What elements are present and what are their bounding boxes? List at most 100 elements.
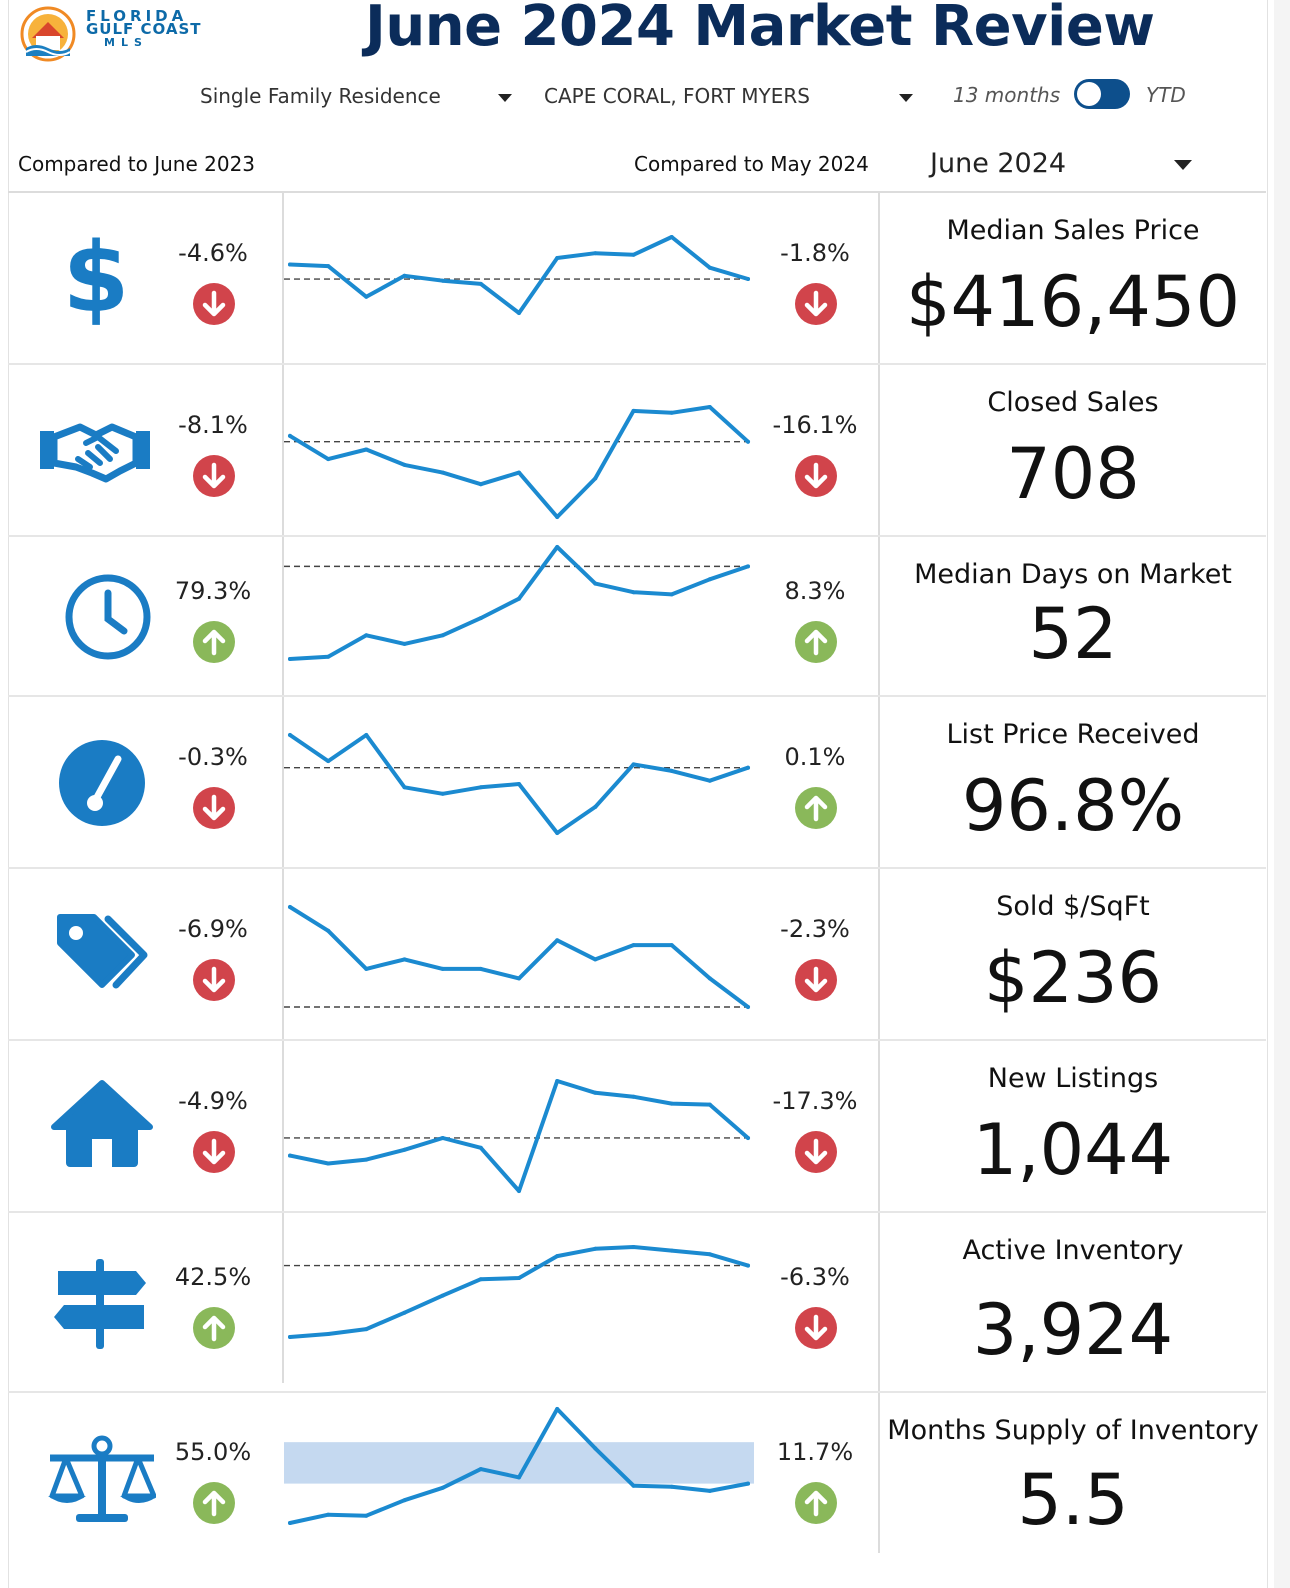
sparkline-point[interactable] — [364, 733, 369, 737]
sparkline-point[interactable] — [593, 804, 598, 809]
sparkline-point[interactable] — [440, 791, 445, 796]
sparkline-point[interactable] — [517, 1475, 521, 1480]
sparkline-point[interactable] — [517, 1276, 521, 1280]
sparkline-point[interactable] — [478, 281, 483, 286]
period-toggle[interactable] — [1074, 79, 1130, 109]
sparkline-point[interactable] — [746, 1263, 750, 1268]
sparkline-point[interactable] — [440, 470, 445, 475]
sparkline-point[interactable] — [707, 405, 712, 409]
sparkline-point[interactable] — [555, 256, 560, 260]
sparkline-point[interactable] — [364, 1513, 369, 1518]
sparkline-point[interactable] — [364, 1327, 369, 1332]
sparkline-point[interactable] — [746, 564, 750, 569]
sparkline-point[interactable] — [746, 277, 750, 281]
sparkline-point[interactable] — [517, 470, 521, 475]
sparkline-point[interactable] — [555, 1254, 560, 1259]
sparkline-point[interactable] — [669, 410, 674, 415]
sparkline-point[interactable] — [631, 408, 636, 413]
sparkline-point[interactable] — [402, 462, 407, 467]
sparkline-point[interactable] — [326, 457, 331, 462]
sparkline-point[interactable] — [555, 545, 560, 549]
month-chevron-down-icon[interactable] — [1174, 160, 1192, 170]
sparkline-point[interactable] — [288, 905, 292, 909]
sparkline-point[interactable] — [555, 938, 560, 943]
sparkline-point[interactable] — [631, 252, 636, 257]
sparkline-point[interactable] — [402, 957, 407, 962]
sparkline-chart[interactable] — [284, 697, 754, 869]
month-select[interactable]: June 2024 — [930, 148, 1067, 179]
sparkline-point[interactable] — [288, 1153, 292, 1158]
sparkline-point[interactable] — [478, 966, 483, 971]
sparkline-chart[interactable] — [284, 193, 754, 365]
sparkline-point[interactable] — [326, 654, 331, 659]
sparkline-point[interactable] — [707, 1488, 712, 1493]
sparkline-point[interactable] — [593, 1246, 598, 1251]
sparkline-point[interactable] — [326, 759, 331, 764]
sparkline-point[interactable] — [593, 1090, 598, 1095]
sparkline-point[interactable] — [631, 1245, 636, 1249]
sparkline-point[interactable] — [402, 1147, 407, 1152]
sparkline-point[interactable] — [669, 768, 674, 773]
sparkline-point[interactable] — [631, 1483, 636, 1488]
scrollbar-track[interactable] — [1274, 0, 1290, 1588]
sparkline-point[interactable] — [478, 785, 483, 790]
sparkline-point[interactable] — [288, 1335, 292, 1339]
sparkline-point[interactable] — [707, 265, 712, 270]
sparkline-point[interactable] — [402, 785, 407, 790]
sparkline-point[interactable] — [440, 278, 445, 283]
sparkline-chart[interactable] — [284, 1213, 754, 1393]
sparkline-point[interactable] — [440, 966, 445, 971]
sparkline-point[interactable] — [746, 765, 750, 770]
sparkline-point[interactable] — [364, 966, 369, 971]
sparkline-point[interactable] — [746, 1136, 750, 1140]
sparkline-point[interactable] — [478, 1277, 483, 1282]
sparkline-point[interactable] — [707, 778, 712, 783]
sparkline-point[interactable] — [669, 1101, 674, 1106]
sparkline-point[interactable] — [707, 1252, 712, 1257]
sparkline-point[interactable] — [593, 251, 598, 256]
sparkline-point[interactable] — [326, 928, 331, 933]
sparkline-point[interactable] — [364, 294, 369, 299]
sparkline-point[interactable] — [517, 1189, 521, 1193]
property-type-chevron-down-icon[interactable] — [498, 94, 512, 102]
sparkline-point[interactable] — [402, 273, 407, 278]
sparkline-point[interactable] — [288, 733, 292, 737]
sparkline-chart[interactable] — [284, 365, 754, 537]
sparkline-point[interactable] — [593, 581, 598, 586]
sparkline-chart[interactable] — [284, 869, 754, 1041]
area-chevron-down-icon[interactable] — [899, 94, 913, 102]
sparkline-point[interactable] — [631, 943, 636, 948]
sparkline-point[interactable] — [707, 1102, 712, 1107]
sparkline-point[interactable] — [326, 1332, 331, 1336]
area-select[interactable]: CAPE CORAL, FORT MYERS — [544, 84, 810, 108]
sparkline-point[interactable] — [478, 482, 483, 487]
sparkline-point[interactable] — [746, 1005, 750, 1009]
sparkline-chart[interactable] — [284, 1393, 754, 1563]
sparkline-point[interactable] — [517, 976, 521, 981]
sparkline-point[interactable] — [517, 311, 521, 315]
sparkline-point[interactable] — [631, 762, 636, 767]
sparkline-point[interactable] — [593, 1446, 598, 1451]
sparkline-point[interactable] — [555, 831, 560, 835]
sparkline-point[interactable] — [326, 264, 331, 269]
sparkline-point[interactable] — [364, 447, 369, 452]
sparkline-point[interactable] — [402, 1310, 407, 1315]
sparkline-point[interactable] — [669, 1484, 674, 1489]
sparkline-point[interactable] — [669, 235, 674, 239]
sparkline-point[interactable] — [631, 590, 636, 595]
sparkline-point[interactable] — [288, 1521, 292, 1525]
sparkline-point[interactable] — [669, 1248, 674, 1253]
sparkline-point[interactable] — [631, 1094, 636, 1099]
sparkline-point[interactable] — [440, 1485, 445, 1490]
sparkline-point[interactable] — [478, 616, 483, 621]
sparkline-point[interactable] — [288, 262, 292, 267]
sparkline-point[interactable] — [440, 633, 445, 638]
sparkline-point[interactable] — [593, 476, 598, 481]
sparkline-chart[interactable] — [284, 1041, 754, 1213]
sparkline-point[interactable] — [440, 1293, 445, 1298]
sparkline-point[interactable] — [402, 641, 407, 646]
sparkline-point[interactable] — [478, 1467, 483, 1472]
sparkline-point[interactable] — [746, 439, 750, 444]
sparkline-point[interactable] — [669, 592, 674, 597]
sparkline-point[interactable] — [364, 633, 369, 638]
